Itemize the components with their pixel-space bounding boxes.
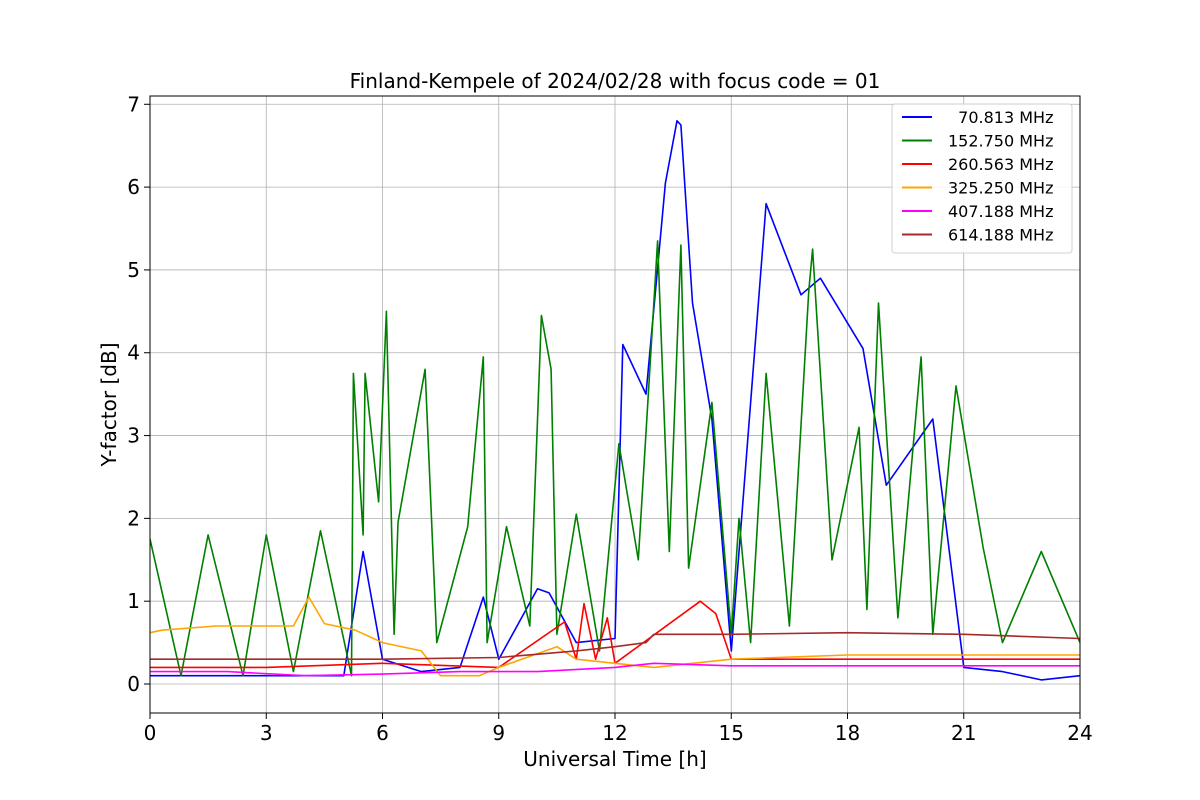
series-line-5: [150, 631, 1080, 660]
series-layer: [150, 120, 1080, 681]
y-axis-title: Y-factor [dB]: [97, 342, 121, 467]
x-tick-label: 9: [492, 721, 505, 745]
x-axis-title: Universal Time [h]: [523, 747, 706, 771]
chart-title: Finland-Kempele of 2024/02/28 with focus…: [350, 69, 881, 93]
x-tick-label: 24: [1067, 721, 1092, 745]
y-tick-label: 3: [127, 424, 140, 448]
legend-label: 70.813 MHz: [948, 108, 1053, 127]
legend-box: [891, 103, 1073, 254]
y-tick-label: 7: [127, 92, 140, 116]
y-tick-label: 1: [127, 589, 140, 613]
series-line-2: [150, 600, 1080, 669]
legend-label: 325.250 MHz: [948, 179, 1053, 198]
legend-label: 614.188 MHz: [948, 226, 1053, 245]
y-tick-label: 4: [127, 341, 140, 365]
x-tick-label: 6: [376, 721, 389, 745]
series-line-3: [150, 596, 1080, 677]
legend-label: 260.563 MHz: [948, 155, 1053, 174]
y-tick-label: 6: [127, 175, 140, 199]
legend-label: 152.750 MHz: [948, 132, 1053, 151]
y-tick-label: 0: [127, 672, 140, 696]
y-tick-label: 5: [127, 258, 140, 282]
x-tick-label: 3: [260, 721, 273, 745]
y-tick-label: 2: [127, 506, 140, 530]
series-line-4: [150, 662, 1080, 677]
series-line-1: [150, 240, 1080, 677]
legend: 70.813 MHz 152.750 MHz 260.563 MHz 325.250 …: [891, 103, 1073, 254]
legend-label: 407.188 MHz: [948, 202, 1053, 221]
x-tick-label: 15: [719, 721, 744, 745]
x-tick-label: 0: [144, 721, 157, 745]
x-tick-label: 21: [951, 721, 976, 745]
x-tick-label: 18: [835, 721, 860, 745]
x-tick-label: 12: [602, 721, 627, 745]
